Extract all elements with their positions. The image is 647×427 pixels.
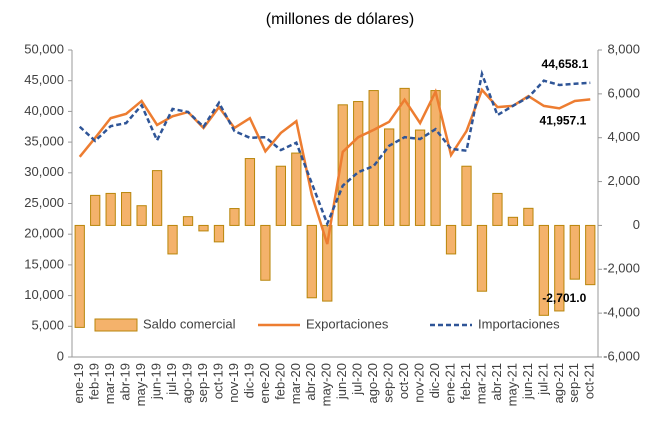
- bar: [136, 205, 147, 226]
- bar: [229, 208, 240, 226]
- series-line: [78, 69, 591, 228]
- bar: [384, 128, 395, 226]
- x-tick-label: abr-20: [303, 363, 318, 401]
- x-tick-label: abr-21: [489, 363, 504, 401]
- y2-tick-label: 2,000: [607, 173, 640, 188]
- x-tick-label: feb-19: [87, 363, 102, 400]
- x-tick-label: nov-19: [226, 363, 241, 403]
- bar: [337, 104, 348, 226]
- x-tick-label: mar-20: [288, 363, 303, 404]
- y-tick-label: 5,000: [31, 318, 64, 333]
- legend-label: Exportaciones: [306, 316, 389, 331]
- bar: [151, 170, 163, 226]
- y-tick-label: 45,000: [24, 72, 64, 87]
- y-tick-label: 25,000: [24, 195, 64, 210]
- series-line: [78, 87, 591, 245]
- x-tick-label: jun-19: [149, 363, 164, 400]
- x-tick-label: ago-19: [179, 363, 194, 403]
- x-tick-label: mar-19: [102, 363, 117, 404]
- bar: [414, 129, 426, 226]
- y2-tick-label: 4,000: [607, 129, 640, 144]
- legend-label: Importaciones: [478, 316, 560, 331]
- x-tick-label: feb-21: [458, 363, 473, 400]
- bar: [74, 224, 85, 328]
- bar: [569, 224, 580, 280]
- value-label: 44,658.1: [542, 57, 589, 71]
- bar: [213, 224, 225, 243]
- bar: [260, 224, 271, 281]
- bar: [538, 224, 549, 316]
- x-tick-label: sep-19: [195, 363, 210, 403]
- x-tick-label: ene-19: [71, 363, 86, 403]
- x-tick-label: abr-19: [118, 363, 133, 401]
- bar: [368, 90, 379, 226]
- x-tick-label: jul-21: [535, 363, 550, 396]
- y-tick-label: 30,000: [24, 164, 64, 179]
- x-tick-label: oct-19: [210, 363, 225, 399]
- y-tick-label: 10,000: [24, 287, 64, 302]
- y2-tick-label: 0: [633, 217, 640, 232]
- x-tick-label: dic-20: [427, 363, 442, 398]
- y2-tick-label: 8,000: [607, 41, 640, 56]
- bar: [399, 87, 410, 226]
- x-tick-label: may-19: [133, 363, 148, 406]
- x-tick-label: sep-21: [566, 363, 581, 403]
- chart-title: (millones de dólares): [266, 11, 415, 28]
- bar: [430, 90, 441, 226]
- bar: [353, 101, 364, 226]
- x-tick-label: mar-21: [473, 363, 488, 404]
- bar: [275, 165, 286, 226]
- y2-tick-label: -4,000: [603, 305, 640, 320]
- bar: [585, 224, 596, 286]
- bar: [554, 224, 565, 312]
- y-tick-label: 0: [57, 348, 64, 363]
- y-tick-label: 50,000: [24, 41, 64, 56]
- legend-label: Saldo comercial: [143, 316, 236, 331]
- bar: [90, 194, 101, 226]
- x-tick-label: sep-20: [381, 363, 396, 403]
- x-tick-label: ene-20: [257, 363, 272, 403]
- y-tick-label: 15,000: [24, 256, 64, 271]
- bar: [198, 224, 209, 232]
- bar: [476, 224, 488, 292]
- x-tick-label: feb-20: [272, 363, 287, 400]
- bar: [523, 207, 534, 226]
- x-tick-label: jul-19: [164, 363, 179, 396]
- x-tick-label: jun-20: [334, 363, 349, 400]
- bar: [445, 224, 457, 255]
- y-tick-label: 40,000: [24, 103, 64, 118]
- x-tick-label: dic-19: [241, 363, 256, 398]
- x-tick-label: jun-21: [520, 363, 535, 400]
- value-label: 41,957.1: [540, 114, 587, 128]
- bar: [291, 152, 302, 226]
- bar: [182, 216, 194, 226]
- x-tick-label: ago-20: [365, 363, 380, 403]
- value-label: -2,701.0: [542, 291, 586, 305]
- bar: [244, 158, 256, 226]
- bar: [461, 165, 472, 226]
- bar: [306, 224, 317, 299]
- x-tick-label: oct-21: [582, 363, 597, 399]
- bar: [105, 192, 116, 226]
- x-tick-label: nov-20: [412, 363, 427, 403]
- x-tick-label: may-21: [504, 363, 519, 406]
- x-tick-label: may-20: [319, 363, 334, 406]
- bar: [507, 216, 519, 226]
- bar: [492, 192, 503, 226]
- legend-swatch: [94, 318, 138, 332]
- y-tick-label: 35,000: [24, 134, 64, 149]
- y-tick-label: 20,000: [24, 226, 64, 241]
- y2-tick-label: -6,000: [603, 348, 640, 363]
- x-tick-label: ago-21: [551, 363, 566, 403]
- y2-tick-label: -2,000: [603, 261, 640, 276]
- bar: [121, 192, 132, 226]
- y2-tick-label: 6,000: [607, 85, 640, 100]
- x-tick-label: jul-20: [350, 363, 365, 396]
- x-tick-label: oct-20: [396, 363, 411, 399]
- bar: [167, 224, 178, 255]
- x-tick-label: ene-21: [442, 363, 457, 403]
